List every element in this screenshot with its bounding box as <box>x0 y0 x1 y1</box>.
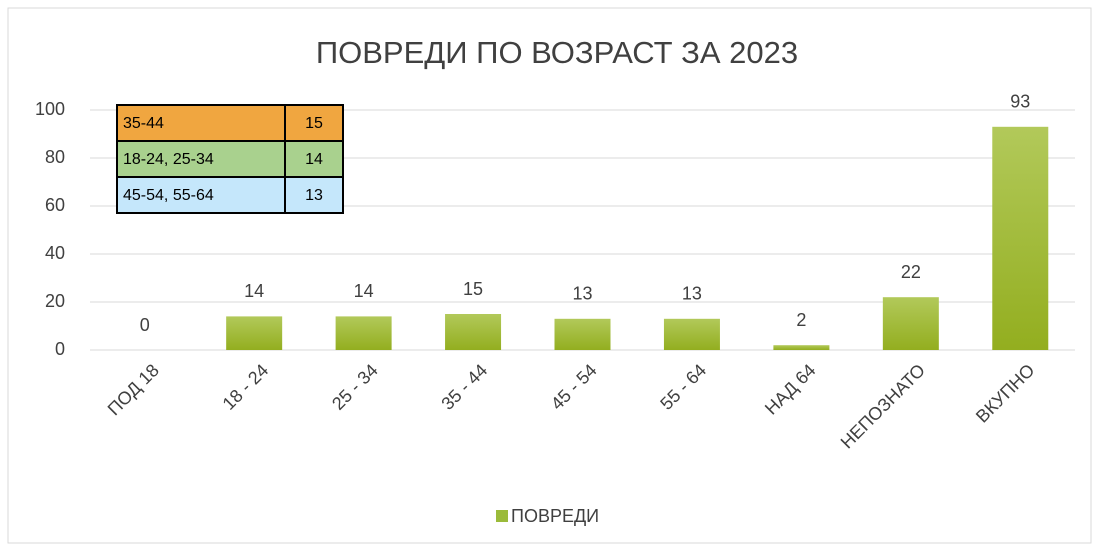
table-label: 18-24, 25-34 <box>123 151 214 168</box>
table-value: 15 <box>305 115 323 132</box>
data-label: 13 <box>682 284 702 304</box>
data-label: 13 <box>572 284 592 304</box>
bar <box>882 297 939 350</box>
bar <box>554 318 611 350</box>
table-cell <box>284 104 344 142</box>
bar <box>663 318 720 350</box>
table-cell <box>116 176 286 214</box>
bar <box>773 345 830 350</box>
table-cell <box>284 176 344 214</box>
y-tick-label: 20 <box>45 291 65 311</box>
legend-label: ПОВРЕДИ <box>511 506 599 526</box>
data-label: 22 <box>901 262 921 282</box>
y-tick-label: 60 <box>45 195 65 215</box>
table-value: 13 <box>305 187 323 204</box>
bar <box>335 316 392 350</box>
y-tick-label: 80 <box>45 147 65 167</box>
table-label: 45-54, 55-64 <box>123 187 214 204</box>
y-tick-label: 100 <box>35 99 65 119</box>
chart-frame <box>7 7 1092 544</box>
y-tick-label: 0 <box>55 339 65 359</box>
data-label: 14 <box>244 281 264 301</box>
legend-swatch <box>496 510 508 522</box>
data-label: 14 <box>354 281 374 301</box>
chart-title: ПОВРЕДИ ПО ВОЗРАСТ ЗА 2023 <box>316 35 798 70</box>
data-label: 15 <box>463 279 483 299</box>
data-label: 0 <box>140 315 150 335</box>
table-label: 35-44 <box>123 115 164 132</box>
data-label: 93 <box>1010 92 1030 112</box>
bar <box>992 126 1049 350</box>
bar <box>226 316 283 350</box>
data-label: 2 <box>796 310 806 330</box>
table-cell <box>284 140 344 178</box>
y-tick-label: 40 <box>45 243 65 263</box>
bar <box>445 314 502 350</box>
table-value: 14 <box>305 151 323 168</box>
